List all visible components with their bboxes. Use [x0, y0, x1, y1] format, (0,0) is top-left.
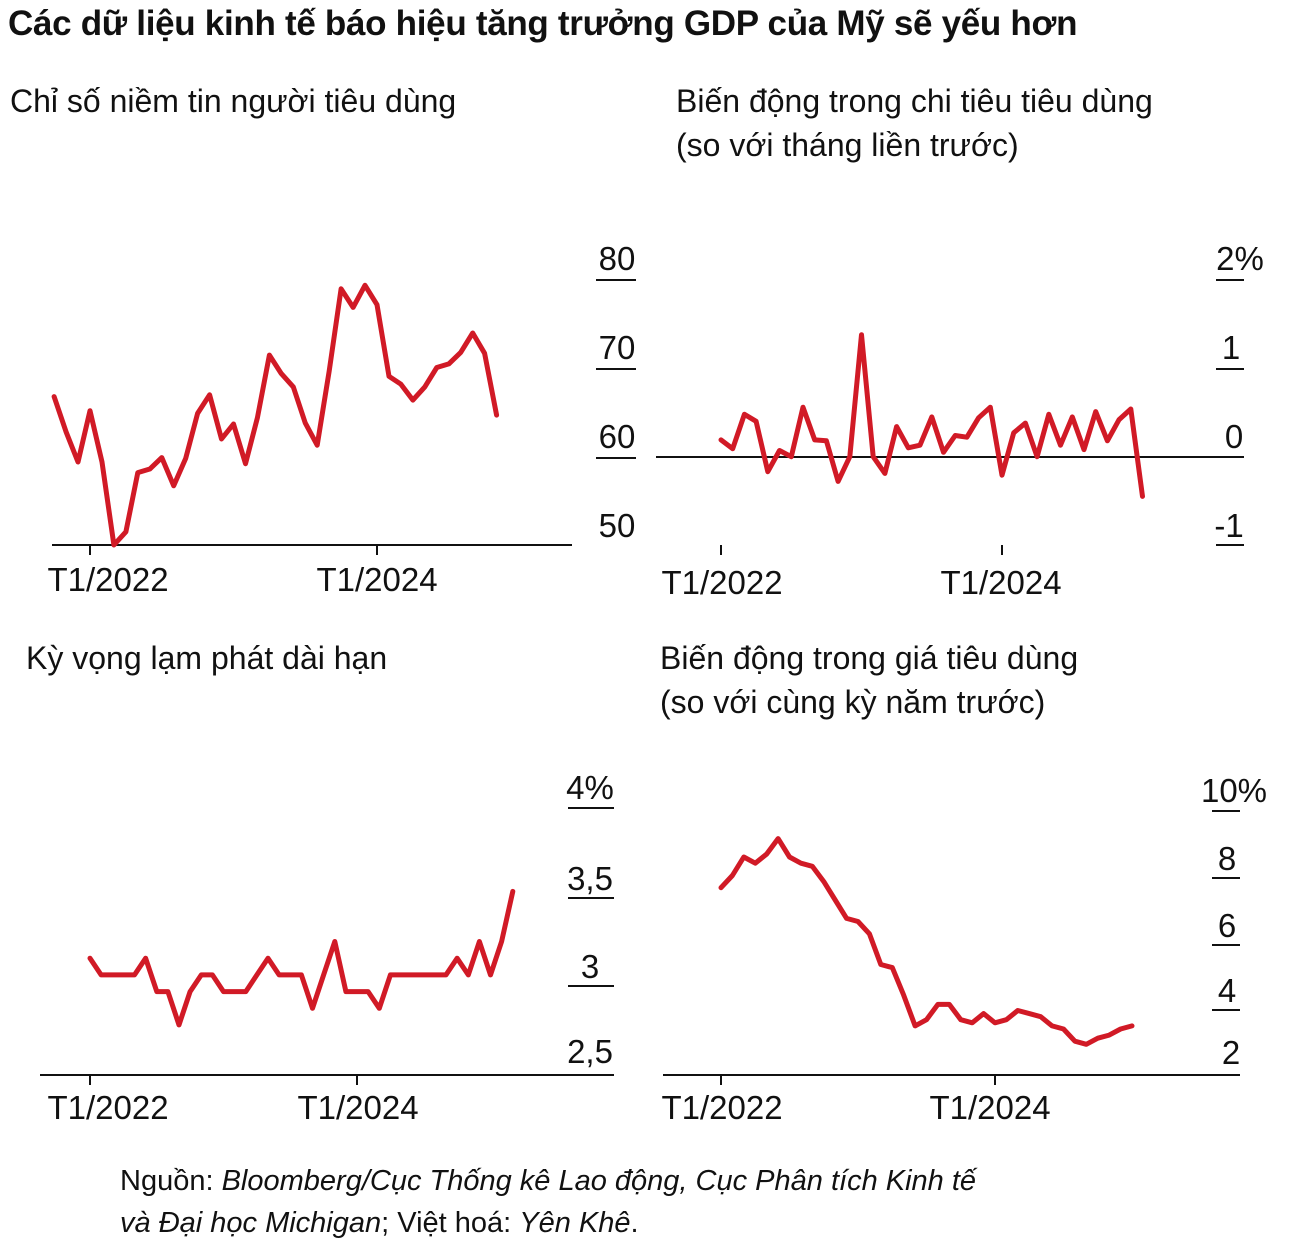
- chart3-xtick-label: T1/2022: [47, 1089, 168, 1126]
- chart1-ytick-label: 60: [599, 418, 636, 455]
- source-period: .: [630, 1207, 639, 1239]
- chart1-title: Chỉ số niềm tin người tiêu dùng: [10, 79, 456, 123]
- chart1-panel: T1/2022 T1/2024 80 70 60 50: [47, 240, 636, 598]
- chart2-xtick-label: T1/2022: [661, 564, 782, 601]
- chart2-series-line: [718, 332, 1145, 499]
- source-university: và Đại học Michigan: [120, 1207, 382, 1239]
- chart1-ytick-label: 80: [599, 240, 636, 277]
- chart1-xtick-label: T1/2024: [316, 561, 437, 598]
- source-publishers: Bloomberg/Cục Thống kê Lao động, Cục Phâ…: [221, 1165, 977, 1197]
- chart4-ytick-label: 6: [1218, 907, 1236, 944]
- chart3-title: Kỳ vọng lạm phát dài hạn: [26, 636, 387, 680]
- chart4-xtick-label: T1/2022: [661, 1089, 782, 1126]
- chart1-ytick-label: 50: [599, 507, 636, 544]
- chart3-title-line1: Kỳ vọng lạm phát dài hạn: [26, 640, 388, 676]
- chart2-ytick-label: 1: [1222, 329, 1240, 366]
- chart4-ytick-label: 2: [1222, 1034, 1240, 1071]
- chart3-series-line: [87, 888, 516, 1028]
- chart3-ytick-label: 3,5: [567, 860, 613, 897]
- chart4-xtick-label: T1/2024: [929, 1089, 1050, 1126]
- source-translator: Yên Khê: [519, 1207, 631, 1239]
- source-line2: và Đại học Michigan; Việt hoá: Yên Khê.: [120, 1202, 976, 1244]
- chart4-ytick-label: 10%: [1201, 772, 1267, 809]
- infographic-title: Các dữ liệu kinh tế báo hiệu tăng trưởng…: [8, 4, 1078, 43]
- source-translation-label: ; Việt hoá:: [381, 1207, 520, 1239]
- source-note: Nguồn: Bloomberg/Cục Thống kê Lao động, …: [120, 1160, 976, 1244]
- chart2-title-line2: (so với tháng liền trước): [676, 127, 1019, 163]
- chart2-panel: T1/2022 T1/2024 2% 1 0 -1: [656, 240, 1264, 601]
- chart1-series-line: [51, 282, 500, 548]
- source-line1: Nguồn: Bloomberg/Cục Thống kê Lao động, …: [120, 1160, 976, 1202]
- chart2-ytick-label: -1: [1214, 507, 1243, 544]
- chart1-xtick-label: T1/2022: [47, 561, 168, 598]
- chart4-series-line: [718, 836, 1135, 1047]
- chart4-ytick-label: 4: [1218, 972, 1236, 1009]
- chart3-xtick-label: T1/2024: [297, 1089, 418, 1126]
- chart2-title-line1: Biến động trong chi tiêu tiêu dùng: [676, 83, 1153, 119]
- chart3-ytick-label: 2,5: [567, 1033, 613, 1070]
- chart1-ytick-label: 70: [599, 329, 636, 366]
- chart4-title: Biến động trong giá tiêu dùng (so với cù…: [660, 636, 1078, 724]
- source-prefix: Nguồn:: [120, 1165, 222, 1197]
- chart4-ytick-label: 8: [1218, 840, 1236, 877]
- chart3-ytick-label: 3: [581, 948, 599, 985]
- chart4-title-line1: Biến động trong giá tiêu dùng: [660, 640, 1079, 676]
- chart2-title: Biến động trong chi tiêu tiêu dùng (so v…: [676, 79, 1153, 167]
- chart2-ytick-label: 0: [1225, 418, 1243, 455]
- chart3-panel: T1/2022 T1/2024 4% 3,5 3 2,5: [40, 769, 614, 1126]
- chart2-xtick-label: T1/2024: [940, 564, 1061, 601]
- chart1-title-line1: Chỉ số niềm tin người tiêu dùng: [10, 83, 457, 119]
- chart2-ytick-label: 2%: [1216, 240, 1264, 277]
- chart4-panel: T1/2022 T1/2024 10% 8 6 4 2: [661, 772, 1267, 1126]
- chart4-title-line2: (so với cùng kỳ năm trước): [660, 684, 1046, 720]
- chart3-ytick-label: 4%: [566, 769, 614, 806]
